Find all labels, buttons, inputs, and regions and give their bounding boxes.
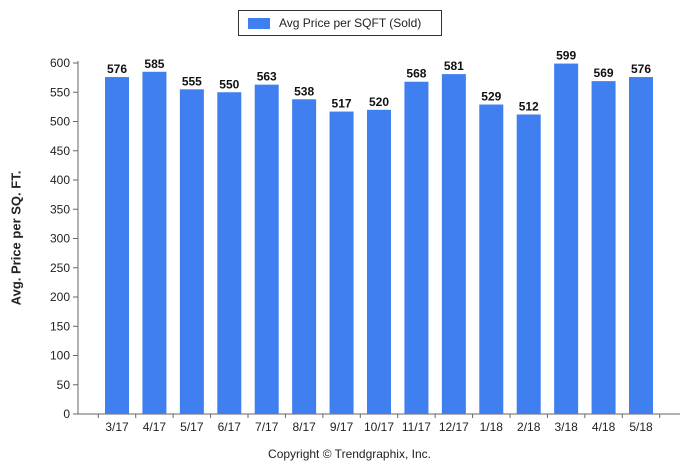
- bar: [591, 81, 616, 414]
- data-labels: 576 585 555 550 563 538 517 520 568 581 529 512 599 5…: [107, 49, 651, 114]
- legend: Avg Price per SQFT (Sold): [238, 10, 442, 36]
- y-tick-label: 400: [50, 173, 70, 187]
- y-tick-label: 600: [50, 56, 70, 70]
- data-label: 568: [406, 67, 426, 81]
- data-label: 538: [294, 84, 314, 98]
- y-tick-label: 150: [50, 319, 70, 333]
- x-tick-label: 5/17: [180, 420, 204, 434]
- chart-axes: [73, 61, 680, 418]
- y-tick-label: 0: [63, 407, 70, 421]
- bar: [404, 81, 429, 414]
- bar: [217, 92, 242, 414]
- bar: [292, 99, 317, 415]
- x-tick-label: 8/17: [292, 420, 316, 434]
- data-label: 517: [332, 97, 352, 111]
- legend-swatch: [248, 18, 270, 29]
- x-tick-label: 9/17: [330, 420, 354, 434]
- data-label: 520: [369, 95, 389, 109]
- y-tick-label: 100: [50, 349, 70, 363]
- bar: [629, 77, 653, 414]
- bar: [105, 77, 129, 414]
- data-label: 563: [257, 70, 277, 84]
- bar: [179, 89, 204, 414]
- x-tick-label: 2/18: [517, 420, 541, 434]
- bar: [554, 63, 579, 415]
- bar: [516, 114, 541, 414]
- bar: [479, 104, 504, 414]
- data-label: 599: [556, 49, 576, 63]
- data-label: 555: [182, 74, 202, 88]
- legend-label: Avg Price per SQFT (Sold): [279, 16, 422, 30]
- copyright-footer: Copyright © Trendgraphix, Inc.: [268, 447, 431, 461]
- data-label: 512: [519, 99, 539, 113]
- bar-series: [105, 63, 653, 415]
- y-tick-label: 500: [50, 115, 70, 129]
- y-tick-label: 250: [50, 261, 70, 275]
- bar: [441, 74, 466, 415]
- bar: [367, 109, 391, 415]
- y-tick-label: 450: [50, 144, 70, 158]
- x-tick-label: 1/18: [480, 420, 504, 434]
- x-tick-label: 11/17: [402, 420, 431, 434]
- data-label: 569: [594, 66, 614, 80]
- x-tick-label: 10/17: [364, 420, 394, 434]
- x-tick-label: 6/17: [218, 420, 242, 434]
- y-tick-labels: 0 50 100 150 200 250 300 350 400 450 500 550 600: [50, 56, 70, 421]
- x-tick-label: 3/17: [105, 420, 129, 434]
- x-tick-label: 4/18: [592, 420, 616, 434]
- y-tick-label: 50: [57, 378, 71, 392]
- y-tick-label: 300: [50, 232, 70, 246]
- x-tick-label: 3/18: [554, 420, 578, 434]
- x-tick-label: 5/18: [629, 420, 653, 434]
- data-label: 585: [144, 57, 164, 71]
- y-tick-label: 350: [50, 202, 70, 216]
- x-tick-label: 12/17: [439, 420, 469, 434]
- data-label: 529: [481, 90, 501, 104]
- y-tick-label: 200: [50, 290, 70, 304]
- bar: [329, 111, 354, 415]
- bar: [142, 71, 167, 415]
- x-tick-label: 4/17: [143, 420, 167, 434]
- data-label: 576: [107, 62, 127, 76]
- data-label: 581: [444, 59, 464, 73]
- data-label: 550: [219, 77, 239, 91]
- y-tick-label: 550: [50, 85, 70, 99]
- y-axis-label: Avg. Price per SQ. FT.: [8, 170, 24, 306]
- x-tick-label: 7/17: [255, 420, 279, 434]
- bar: [254, 84, 279, 415]
- data-label: 576: [631, 62, 651, 76]
- x-tick-labels: 3/17 4/17 5/17 6/17 7/17 8/17 9/17 10/17 11/17 12…: [105, 420, 653, 434]
